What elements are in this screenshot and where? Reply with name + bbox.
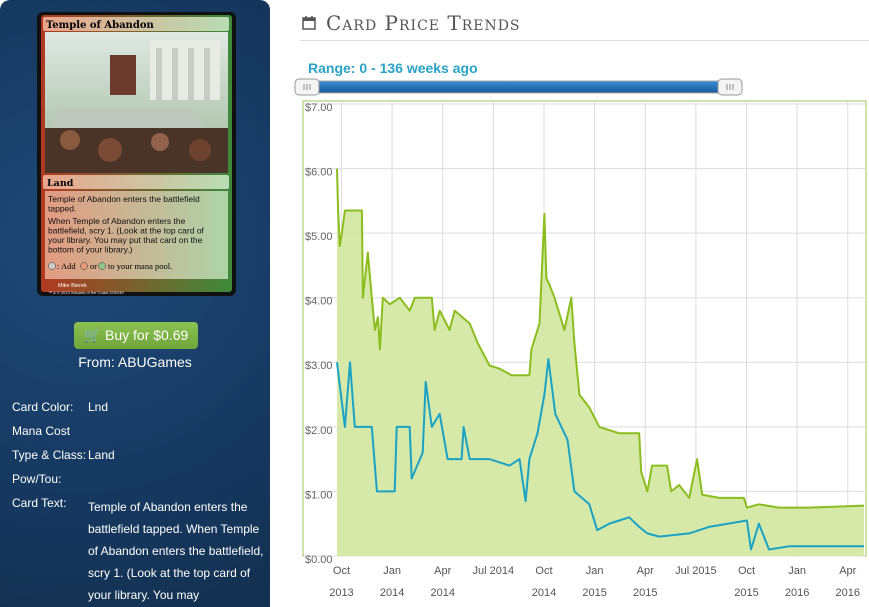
range-label: Range: 0 - 136 weeks ago <box>308 60 478 76</box>
slider-track <box>299 80 743 94</box>
detail-label: Mana Cost <box>12 424 71 438</box>
mana-text: to your mana pool. <box>108 261 172 271</box>
rules-line: When Temple of Abandon enters the <box>48 216 186 226</box>
y-tick-label: $0.00 <box>305 554 333 566</box>
line <box>336 358 864 551</box>
detail-value: Land <box>88 448 115 462</box>
x-tick-year: 2013 <box>329 587 353 599</box>
art-figure <box>98 138 122 162</box>
x-tick-year: 2016 <box>785 587 809 599</box>
slider-handle[interactable] <box>717 78 743 96</box>
x-tick-label: Jan <box>788 565 806 577</box>
mana-text: or <box>90 261 97 271</box>
rules-line: Temple of Abandon enters the battlefield <box>48 194 200 204</box>
detail-label: Card Text: <box>12 496 67 510</box>
line <box>336 168 865 509</box>
detail-label: Card Color: <box>12 400 74 414</box>
x-tick-label: Jul 2014 <box>473 565 515 577</box>
card-image: Temple of Abandon Land Temple of Abandon… <box>37 12 236 296</box>
art-throne <box>110 55 136 95</box>
y-tick-label: $2.00 <box>305 425 333 437</box>
rules-line: your library. You may put that card on t… <box>48 235 203 245</box>
tap-symbol <box>48 262 56 270</box>
mana-text: : Add <box>57 261 76 271</box>
art-figure <box>60 130 80 150</box>
x-tick-label: Oct <box>535 565 552 577</box>
plot-frame <box>302 100 867 557</box>
buy-label: Buy for $0.69 <box>105 327 189 343</box>
card-name: Temple of Abandon <box>46 20 154 31</box>
y-tick-label: $1.00 <box>305 489 333 501</box>
text-box <box>45 191 228 279</box>
page-title: Card Price Trends <box>326 11 521 35</box>
area <box>336 168 864 556</box>
buy-button[interactable]: 🛒 Buy for $0.69 <box>74 322 198 349</box>
red-mana <box>80 262 88 270</box>
art-column <box>204 48 210 100</box>
name-bar <box>43 17 229 31</box>
x-tick-year: 2014 <box>532 587 556 599</box>
x-tick-label: Jul 2015 <box>675 565 717 577</box>
sidebar: Temple of Abandon Land Temple of Abandon… <box>0 0 270 607</box>
y-tick-label: $5.00 <box>305 231 333 243</box>
detail-label: Pow/Tou: <box>12 472 62 486</box>
calendar-icon <box>302 16 316 30</box>
buy-source: From: ABUGames <box>78 354 192 370</box>
rules-text: Temple of Abandon enters the battlefield… <box>48 194 205 255</box>
art-column <box>156 48 162 100</box>
header: Card Price Trends <box>300 0 869 41</box>
detail-label: Type & Class: <box>12 448 87 462</box>
x-tick-label: Jan <box>586 565 604 577</box>
x-tick-label: Apr <box>637 565 654 577</box>
x-tick-year: 2014 <box>380 587 404 599</box>
art-column <box>188 48 194 100</box>
type-bar <box>43 175 229 189</box>
detail-value: Temple of Abandon enters the battlefield… <box>88 500 264 602</box>
x-tick-year: 2014 <box>430 587 454 599</box>
rules-line: tapped. <box>48 204 76 214</box>
x-tick-label: Jan <box>383 565 401 577</box>
art-figure <box>189 139 211 161</box>
x-tick-label: Apr <box>839 565 856 577</box>
art-column <box>172 48 178 100</box>
art-figure <box>151 133 169 151</box>
x-tick-label: Oct <box>738 565 755 577</box>
artist: Mike Bierek <box>58 283 87 289</box>
y-tick-label: $7.00 <box>305 102 333 114</box>
x-tick-year: 2015 <box>582 587 606 599</box>
copyright: ™ & © 2013 Wizards of the Coast 229/249 <box>48 290 124 295</box>
x-tick-label: Oct <box>333 565 350 577</box>
y-tick-label: $4.00 <box>305 296 333 308</box>
slider-handle[interactable] <box>294 78 320 96</box>
x-tick-year: 2015 <box>734 587 758 599</box>
detail-value: Lnd <box>88 400 109 414</box>
rules-line: battlefield, scry 1. (Look at the top ca… <box>48 226 205 236</box>
x-tick-year: 2016 <box>836 587 860 599</box>
type-line: Land <box>47 178 74 189</box>
y-tick-label: $6.00 <box>305 166 333 178</box>
x-tick-year: 2015 <box>633 587 657 599</box>
y-tick-label: $3.00 <box>305 360 333 372</box>
green-mana <box>98 262 106 270</box>
x-tick-label: Apr <box>434 565 451 577</box>
rules-line: bottom of your library.) <box>48 245 133 255</box>
